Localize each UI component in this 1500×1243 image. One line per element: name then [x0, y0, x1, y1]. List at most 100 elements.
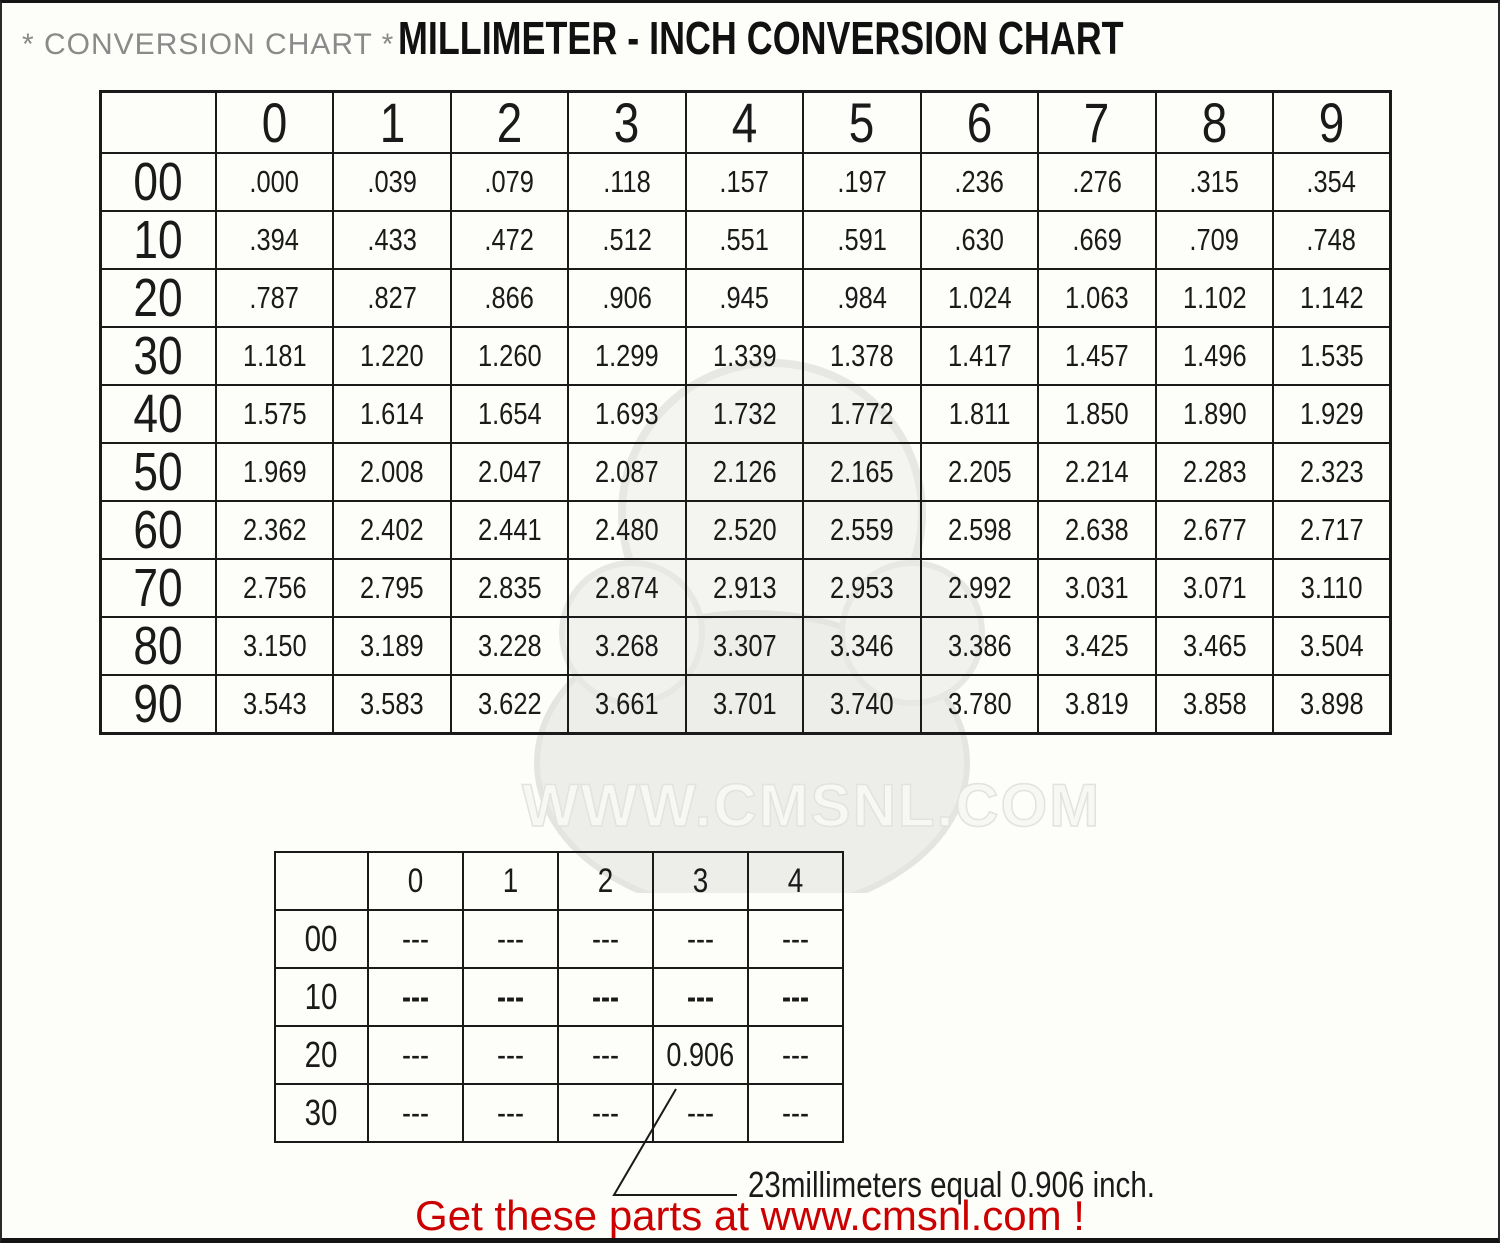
value-cell: 2.913 [684, 558, 805, 618]
value-cell: 3.031 [1037, 558, 1157, 618]
mm-inch-conversion-table: 0 1 2 3 4 5 6 7 8 9 00.000.039.079.118.157.197.236… [99, 90, 1392, 735]
row-header: 30 [274, 1083, 369, 1143]
value-cell: 2.480 [567, 500, 687, 560]
value-cell: 2.795 [332, 558, 452, 618]
value-cell: 2.638 [1037, 500, 1157, 560]
value-cell: 3.819 [1037, 674, 1157, 734]
col-header: 2 [557, 851, 654, 911]
value-cell: 0.906 [652, 1025, 749, 1085]
row-header: 40 [99, 384, 217, 444]
footer-link-text[interactable]: Get these parts at www.cmsnl.com ! [415, 1192, 1085, 1239]
value-cell: 3.583 [332, 674, 452, 734]
value-cell: .394 [214, 210, 335, 270]
value-cell: 1.850 [1037, 384, 1157, 444]
value-cell: 2.047 [449, 442, 570, 502]
value-cell: 1.496 [1154, 326, 1275, 386]
value-cell: 3.425 [1037, 616, 1157, 676]
value-cell: 1.142 [1272, 268, 1392, 328]
value-cell: 2.087 [567, 442, 687, 502]
table-row: 50 1.969 2.008 2.047 2.087 2.126 2.165 2.205 2.2… [99, 442, 1392, 502]
value-cell: 1.339 [684, 326, 805, 386]
value-cell: 3.780 [919, 674, 1040, 734]
value-cell: .000 [214, 152, 335, 212]
value-cell: 1.654 [449, 384, 570, 444]
value-cell: --- [462, 909, 559, 969]
value-cell: --- [557, 1025, 654, 1085]
value-cell: 3.701 [684, 674, 805, 734]
value-cell: .866 [449, 268, 570, 328]
value-cell: 2.362 [214, 500, 335, 560]
value-cell: --- [367, 967, 464, 1027]
value-cell: --- [652, 909, 749, 969]
value-cell: 1.102 [1154, 268, 1275, 328]
table-row: 80 3.150 3.189 3.228 3.268 3.307 3.346 3.386 3.4… [99, 616, 1392, 676]
value-cell: 2.874 [567, 558, 687, 618]
value-cell: 2.677 [1154, 500, 1275, 560]
value-cell: 2.835 [449, 558, 570, 618]
value-cell: --- [367, 909, 464, 969]
value-cell: 3.268 [567, 616, 687, 676]
col-header: 6 [919, 90, 1040, 154]
col-header: 4 [684, 90, 805, 154]
row-header: 00 [99, 152, 217, 212]
col-header: 4 [747, 851, 844, 911]
value-cell: 3.740 [802, 674, 922, 734]
col-header: 3 [567, 90, 687, 154]
caption-text: * CONVERSION CHART * [22, 28, 395, 61]
row-header: 20 [274, 1025, 369, 1085]
col-header: 3 [652, 851, 749, 911]
value-cell: --- [747, 1025, 844, 1085]
value-cell: 2.165 [802, 442, 922, 502]
table-row: 10.394.433.472.512.551.591.630.669.709.7… [99, 210, 1392, 270]
corner-cell [99, 90, 217, 154]
value-cell: --- [747, 1083, 844, 1143]
row-header: 00 [274, 909, 369, 969]
value-cell: .433 [332, 210, 452, 270]
value-cell: 3.071 [1154, 558, 1275, 618]
value-cell: .512 [567, 210, 687, 270]
value-cell: .591 [802, 210, 922, 270]
value-cell: .039 [332, 152, 452, 212]
value-cell: .276 [1037, 152, 1157, 212]
example-annotation: 23millimeters equal 0.906 inch. [748, 1164, 1155, 1205]
value-cell: 3.661 [567, 674, 687, 734]
col-header: 2 [449, 90, 570, 154]
value-cell: 3.858 [1154, 674, 1275, 734]
value-cell: .748 [1272, 210, 1392, 270]
value-cell: 2.559 [802, 500, 922, 560]
value-cell: 1.063 [1037, 268, 1157, 328]
value-cell: .236 [919, 152, 1040, 212]
col-header: 7 [1037, 90, 1157, 154]
value-cell: .827 [332, 268, 452, 328]
value-cell: 3.228 [449, 616, 570, 676]
value-cell: --- [367, 1025, 464, 1085]
row-header: 60 [99, 500, 217, 560]
value-cell: 3.504 [1272, 616, 1392, 676]
value-cell: 1.220 [332, 326, 452, 386]
value-cell: .079 [449, 152, 570, 212]
col-header: 1 [332, 90, 452, 154]
table-row: 00 --- --- --- --- --- [274, 909, 844, 969]
value-cell: 2.598 [919, 500, 1040, 560]
value-cell: 3.622 [449, 674, 570, 734]
value-cell: 3.543 [214, 674, 335, 734]
value-cell: 1.732 [684, 384, 805, 444]
value-cell: 1.024 [919, 268, 1040, 328]
value-cell: 2.402 [332, 500, 452, 560]
value-cell: 3.898 [1272, 674, 1392, 734]
row-header: 50 [99, 442, 217, 502]
col-header: 8 [1154, 90, 1275, 154]
value-cell: --- [557, 1083, 654, 1143]
value-cell: 1.181 [214, 326, 335, 386]
value-cell: --- [652, 967, 749, 1027]
row-header: 70 [99, 558, 217, 618]
value-cell: 1.417 [919, 326, 1040, 386]
value-cell: 2.283 [1154, 442, 1275, 502]
value-cell: .197 [802, 152, 922, 212]
value-cell: 1.260 [449, 326, 570, 386]
value-cell: .669 [1037, 210, 1157, 270]
value-cell: 3.307 [684, 616, 805, 676]
col-header: 1 [462, 851, 559, 911]
